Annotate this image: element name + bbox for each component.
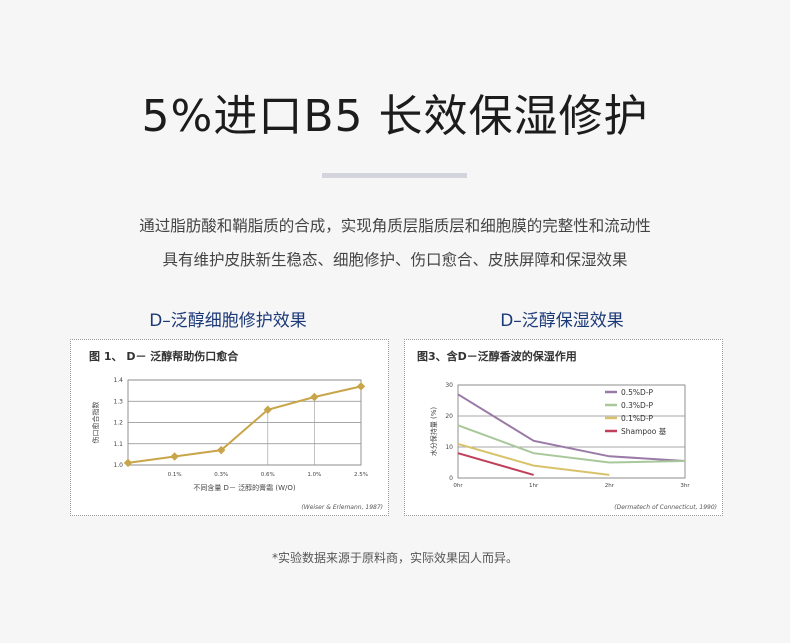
chart1-y-tick-label: 1.1 xyxy=(113,441,123,448)
chart1-series-line xyxy=(127,385,362,464)
chart2-y-tick-label: 20 xyxy=(445,413,453,420)
chart2-y-tick-label: 10 xyxy=(445,444,453,451)
chart2-y-tick-label: 0 xyxy=(449,475,453,482)
chart1-title: 图 1、 D－ 泛醇帮助伤口愈合 xyxy=(89,349,239,363)
moisture-chart-panel: 图3、含D－泛醇香波的保湿作用 0 10 20 30 0hr 1hr 2hr 3hr 水分保持量 … xyxy=(404,339,723,516)
chart1-data-point xyxy=(217,445,226,455)
chart2-x-tick-label: 3hr xyxy=(680,483,690,489)
chart1-source: (Weiser & Erlemann, 1987) xyxy=(301,504,383,511)
chart2-legend-label: 0.5%D-P xyxy=(621,388,654,397)
chart1-data-point xyxy=(310,392,319,402)
wound-healing-chart: 图 1、 D－ 泛醇帮助伤口愈合 1.0 1.1 1.2 1.3 1.4 0.1% 0.3% 0… xyxy=(89,349,383,511)
chart1-x-tick-label: 0.1% xyxy=(168,472,182,478)
chart1-y-tick-label: 1.0 xyxy=(113,462,123,469)
chart2-y-axis-label: 水分保持量 (%) xyxy=(429,407,438,457)
chart1-y-tick-label: 1.4 xyxy=(113,377,123,384)
chart2-series-line xyxy=(457,393,686,462)
chart1-y-tick-label: 1.2 xyxy=(113,420,123,427)
chart2-source: (Dermatech of Connecticut, 1990) xyxy=(614,504,717,511)
chart1-x-tick-label: 0.6% xyxy=(261,472,275,478)
left-chart-heading: D–泛醇细胞修护效果 xyxy=(149,311,307,331)
chart1-x-tick-label: 0.3% xyxy=(214,472,228,478)
chart2-x-tick-label: 1hr xyxy=(529,483,539,489)
chart2-series-line xyxy=(457,452,534,476)
wound-healing-chart-panel: 图 1、 D－ 泛醇帮助伤口愈合 1.0 1.1 1.2 1.3 1.4 0.1% 0.3% 0… xyxy=(70,339,389,516)
page-title: 5%进口B5 长效保湿修护 xyxy=(141,91,649,142)
chart1-data-point xyxy=(356,382,366,391)
chart1-data-point xyxy=(170,452,179,461)
chart2-x-tick-label: 2hr xyxy=(605,483,615,489)
chart1-x-tick-label: 1.0% xyxy=(307,472,321,478)
chart2-legend-label: 0.3%D-P xyxy=(621,401,654,410)
chart1-x-axis-label: 不同含量 D－ 泛醇的膏霜 (W/O) xyxy=(193,483,296,492)
chart2-title: 图3、含D－泛醇香波的保湿作用 xyxy=(417,349,577,363)
footnote: *实验数据来源于原料商，实际效果因人而异。 xyxy=(271,551,518,565)
chart1-x-tick-label: 2.5% xyxy=(354,472,368,478)
moisture-chart: 图3、含D－泛醇香波的保湿作用 0 10 20 30 0hr 1hr 2hr 3hr 水分保持量 … xyxy=(417,349,717,511)
description-line-2: 具有维护皮肤新生稳态、细胞修护、伤口愈合、皮肤屏障和保湿效果 xyxy=(162,251,628,269)
chart2-y-tick-label: 30 xyxy=(445,382,453,389)
chart2-series-line xyxy=(457,424,686,464)
chart2-legend-label: 0.1%D-P xyxy=(621,414,654,423)
chart1-y-tick-label: 1.3 xyxy=(113,398,123,405)
chart1-data-point xyxy=(263,405,272,414)
chart2-series-line xyxy=(457,442,610,476)
chart2-x-tick-label: 0hr xyxy=(453,483,463,489)
description-line-1: 通过脂肪酸和鞘脂质的合成，实现角质层脂质层和细胞膜的完整性和流动性 xyxy=(139,217,651,235)
title-divider xyxy=(322,173,467,178)
right-chart-heading: D–泛醇保湿效果 xyxy=(500,311,624,331)
chart1-data-point xyxy=(123,458,133,468)
chart1-y-axis-label: 伤口愈合指数 xyxy=(91,402,100,444)
chart2-legend-label: Shampoo 基 xyxy=(621,426,667,436)
